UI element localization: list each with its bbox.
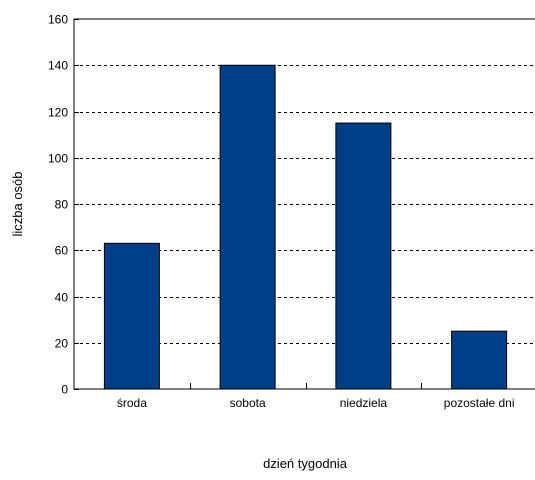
x-tick-label: środa (117, 396, 147, 410)
bar (335, 122, 392, 390)
y-tick-label: 120 (48, 106, 68, 120)
y-tick-label: 140 (48, 59, 68, 73)
x-tick-label: sobota (230, 396, 266, 410)
x-tick-labels: środa sobota niedziela pozostałe dni (117, 396, 515, 410)
x-axis-title: dzień tygodnia (263, 456, 348, 471)
y-axis-title: liczba osób (10, 171, 25, 236)
axis-ticks (74, 19, 422, 390)
bar (451, 330, 508, 390)
x-tick-label: niedziela (340, 396, 388, 410)
y-tick-label: 160 (48, 13, 68, 27)
y-tick-label: 40 (55, 291, 69, 305)
y-tick-labels: 0 20 40 60 80 100 120 140 160 (48, 13, 68, 397)
bar (219, 64, 276, 390)
y-tick-label: 0 (61, 383, 68, 397)
y-tick-label: 60 (55, 244, 69, 258)
y-tick-label: 80 (55, 198, 69, 212)
bar (103, 242, 160, 390)
y-tick-label: 100 (48, 152, 68, 166)
x-tick-label: pozostałe dni (444, 396, 515, 410)
y-tick-label: 20 (55, 337, 69, 351)
